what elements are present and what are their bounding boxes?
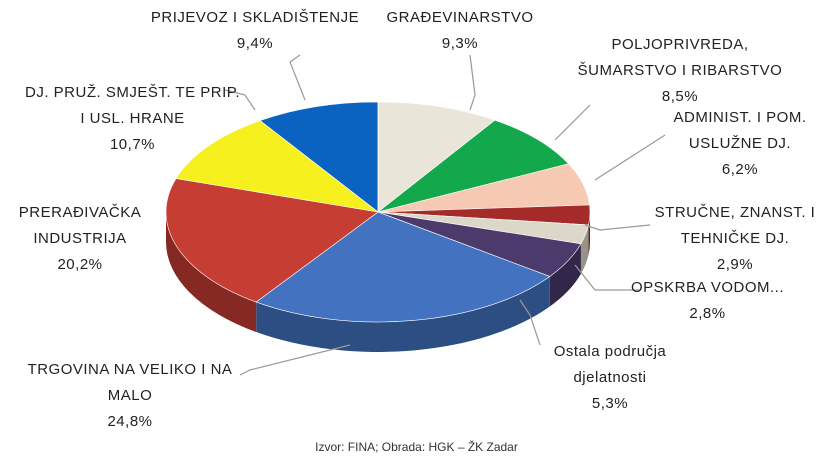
- label: TRGOVINA NA VELIKO I NA MALO 24,8%: [27, 361, 233, 430]
- leader-line: [289, 54, 306, 101]
- leader-line: [554, 104, 591, 141]
- slice: [377, 101, 496, 213]
- leader-line: [469, 54, 476, 111]
- slice-side: [166, 212, 257, 333]
- slice: [165, 178, 379, 303]
- slice: [175, 120, 379, 213]
- slice: [255, 211, 551, 323]
- label: PRERAĐIVAČKA INDUSTRIJA 20,2%: [18, 204, 142, 273]
- source: Izvor: FINA; Obrada: HGK – ŽK Zadar: [315, 440, 518, 454]
- leader-line: [584, 224, 651, 231]
- slice-side: [580, 224, 589, 274]
- label: GRAĐEVINARSTVO 9,3%: [386, 9, 534, 52]
- label: PRIJEVOZ I SKLADIŠTENJE 9,4%: [150, 9, 360, 52]
- label: OPSKRBA VODOM... 2,8%: [630, 279, 785, 322]
- label: ADMINIST. I POM. USLUŽNE DJ. 6,2%: [673, 109, 807, 178]
- label: STRUČNE, ZNANST. I TEHNIČKE DJ. 2,9%: [654, 204, 816, 273]
- slice: [259, 101, 379, 213]
- leader-line: [224, 89, 256, 111]
- leader-line: [574, 264, 640, 291]
- slice-side: [549, 243, 581, 307]
- slice-side: [588, 212, 590, 255]
- leader-lines: [224, 54, 666, 376]
- leader-line: [594, 134, 666, 181]
- slice: [377, 119, 570, 213]
- label: POLJOPRIVREDA, ŠUMARSTVO I RIBARSTVO 8,5%: [577, 36, 783, 105]
- leader-line: [519, 299, 541, 346]
- slice-side: [256, 276, 550, 352]
- label: DJ. PRUŽ. SMJEŠT. TE PRIP. I USL. HRANE 1…: [25, 84, 240, 153]
- label: Ostala područja djelatnosti 5,3%: [553, 343, 667, 412]
- leader-line: [239, 344, 351, 376]
